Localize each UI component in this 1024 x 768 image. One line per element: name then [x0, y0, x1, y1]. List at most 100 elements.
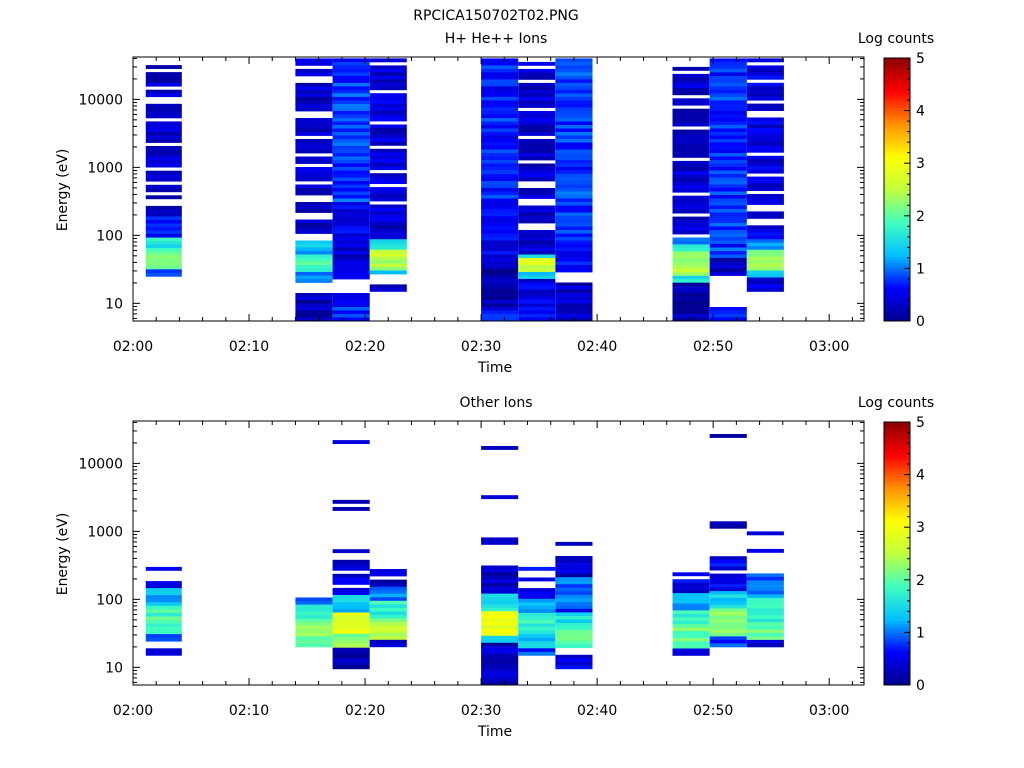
colorbar-step	[884, 422, 910, 426]
heatmap-cell	[481, 307, 519, 311]
heatmap-cell	[481, 233, 519, 238]
colorbar-step	[884, 113, 910, 117]
heatmap-cell	[746, 587, 784, 592]
colorbar-step	[884, 242, 910, 246]
heatmap-cell	[555, 61, 593, 66]
heatmap-cell	[369, 65, 407, 70]
heatmap-cell	[746, 107, 784, 111]
heatmap-cell	[145, 648, 182, 653]
heatmap-cell	[369, 75, 407, 80]
y-axis-label: Energy (eV)	[55, 513, 71, 596]
heatmap-cell	[709, 153, 747, 157]
heatmap-cell	[369, 256, 407, 261]
colorbar-step	[884, 160, 910, 164]
heatmap-cell	[145, 265, 182, 270]
heatmap-cell	[295, 58, 333, 63]
heatmap-cell	[746, 643, 784, 648]
heatmap-cell	[481, 118, 519, 122]
heatmap-cell	[369, 204, 407, 209]
heatmap-cells	[145, 434, 784, 686]
heatmap-cell	[481, 317, 519, 322]
heatmap-cell	[481, 86, 519, 91]
heatmap-cell	[332, 216, 370, 220]
heatmap-cell	[555, 226, 593, 231]
colorbar-step	[884, 565, 910, 569]
colorbar-step	[884, 664, 910, 668]
heatmap-cell	[481, 198, 519, 203]
heatmap-cell	[555, 608, 593, 613]
heatmap-cell	[555, 665, 593, 670]
heatmap-cell	[481, 195, 519, 199]
heatmap-cell	[555, 202, 593, 206]
heatmap-cell	[481, 254, 519, 259]
heatmap-cell	[746, 594, 784, 599]
heatmap-cell	[672, 122, 710, 127]
heatmap-cell	[555, 268, 593, 273]
heatmap-cell	[332, 300, 370, 304]
heatmap-cell	[295, 272, 333, 276]
heatmap-cell	[746, 131, 784, 136]
colorbar-step	[884, 239, 910, 243]
heatmap-cell	[518, 163, 556, 168]
colorbar-step	[884, 676, 910, 680]
heatmap-cell	[481, 275, 519, 280]
heatmap-cell	[672, 178, 710, 183]
axis-ticks: 02:00 02:10 02:20 02:30 02:40 02:50 03:00 10 100…	[78, 57, 864, 355]
heatmap-cell	[555, 286, 593, 290]
heatmap-cell	[369, 187, 407, 191]
heatmap-cell	[709, 118, 747, 122]
colorbar-step	[884, 541, 910, 546]
colorbar-step	[884, 430, 910, 435]
heatmap-cell	[672, 254, 710, 259]
heatmap-cell	[709, 615, 747, 620]
heatmap-cell	[369, 72, 407, 77]
heatmap-cell	[481, 226, 519, 231]
colorbar-step	[884, 658, 910, 663]
colorbar-step	[884, 544, 910, 549]
heatmap-cell	[332, 188, 370, 192]
heatmap-cell	[145, 637, 182, 642]
heatmap-cell	[709, 188, 747, 192]
heatmap-cell	[481, 139, 519, 143]
heatmap-cell	[332, 191, 370, 196]
heatmap-cell	[481, 100, 519, 105]
colorbar-step	[884, 174, 910, 179]
heatmap-cell	[746, 287, 784, 292]
heatmap-cell	[672, 317, 710, 322]
heatmap-cell	[555, 598, 593, 603]
heatmap-cell	[672, 258, 710, 263]
colorbar-step	[884, 649, 910, 654]
heatmap-cell	[332, 272, 370, 276]
heatmap-cell	[332, 202, 370, 206]
heatmap-cell	[145, 241, 182, 245]
colorbar-step	[884, 655, 910, 660]
heatmap-cell	[709, 580, 747, 585]
heatmap-cell	[332, 195, 370, 199]
heatmap-cell	[145, 605, 182, 610]
colorbar-step	[884, 163, 910, 167]
heatmap-cell	[369, 176, 407, 181]
colorbar-step	[884, 556, 910, 560]
heatmap-cell	[369, 607, 407, 612]
heatmap-cell	[332, 644, 370, 649]
heatmap-cell	[369, 263, 407, 268]
heatmap-cell	[746, 256, 784, 261]
heatmap-cell	[746, 228, 784, 233]
heatmap-cell	[295, 300, 333, 304]
colorbar-step	[884, 617, 910, 622]
heatmap-cell	[369, 148, 407, 153]
heatmap-cell	[295, 219, 333, 224]
colorbar-step	[884, 635, 910, 639]
heatmap-cell	[555, 247, 593, 252]
heatmap-cell	[369, 141, 407, 146]
heatmap-cell	[332, 212, 370, 217]
heatmap-cell	[481, 670, 519, 675]
heatmap-cell	[672, 174, 710, 179]
heatmap-cell	[332, 79, 370, 84]
heatmap-cell	[555, 573, 593, 578]
heatmap-cell	[481, 586, 519, 591]
heatmap-cell	[555, 223, 593, 227]
heatmap-cell	[518, 237, 556, 241]
heatmap-cell	[145, 620, 182, 624]
heatmap-cell	[332, 261, 370, 266]
